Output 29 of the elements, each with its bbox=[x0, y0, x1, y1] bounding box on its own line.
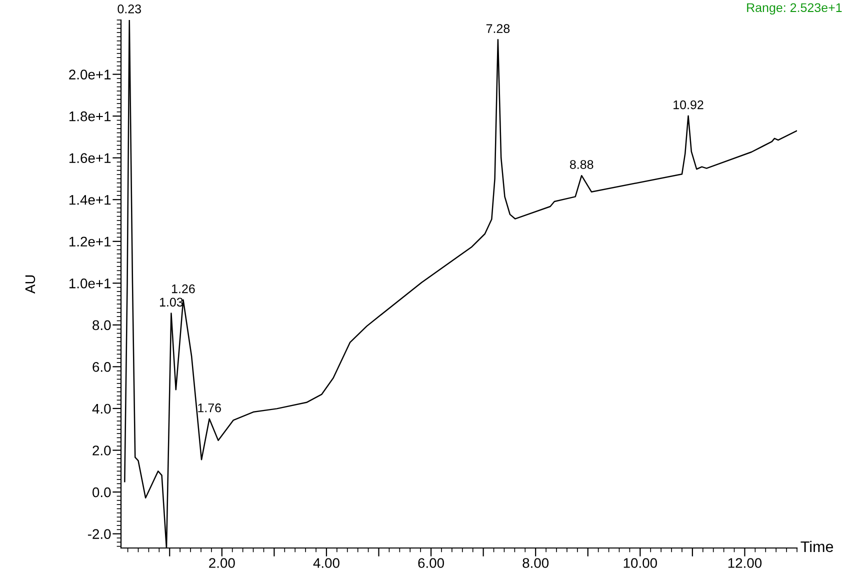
y-tick-label: 2.0e+1 bbox=[69, 70, 111, 80]
annotation: 1.26 bbox=[172, 284, 195, 294]
x-axis-title: Time bbox=[800, 540, 834, 552]
y-tick-label: 1.2e+1 bbox=[69, 236, 111, 247]
text: Range: 2.523e+1 bbox=[747, 3, 842, 15]
x-tick-label: 4.00 bbox=[313, 558, 340, 568]
y-tick-label: 2.0 bbox=[92, 446, 111, 456]
y-tick-label: 1.4e+1 bbox=[69, 195, 111, 205]
x-tick-label: 10.00 bbox=[624, 558, 657, 568]
annotation: 0.23 bbox=[118, 4, 141, 14]
annotation: 10.92 bbox=[674, 100, 704, 110]
y-axis-title: AU bbox=[25, 275, 36, 294]
y-tick-label: 8.0 bbox=[92, 320, 111, 330]
annotation: 1.03 bbox=[160, 298, 183, 307]
x-tick-label: 6.00 bbox=[418, 558, 444, 568]
y-tick-label: 1.8e+1 bbox=[69, 111, 111, 122]
y-tick-label: 4.0 bbox=[92, 404, 111, 414]
annotation: 8.88 bbox=[570, 160, 594, 169]
x-tick-label: 12.00 bbox=[728, 558, 762, 568]
y-tick-label: 6.0 bbox=[92, 362, 111, 372]
text: 2.00 bbox=[209, 558, 235, 568]
line-series bbox=[124, 20, 797, 548]
y-tick-label: 1.6e+1 bbox=[69, 153, 111, 164]
y-tick-label: -2.0 bbox=[88, 529, 111, 539]
y-tick-label: 0.0 bbox=[92, 487, 111, 498]
y-tick-label: 1.0e+1 bbox=[69, 278, 111, 288]
annotation: 1.76 bbox=[198, 403, 221, 412]
annotation: 7.28 bbox=[486, 24, 510, 33]
x-tick-label: 8.00 bbox=[522, 558, 549, 568]
